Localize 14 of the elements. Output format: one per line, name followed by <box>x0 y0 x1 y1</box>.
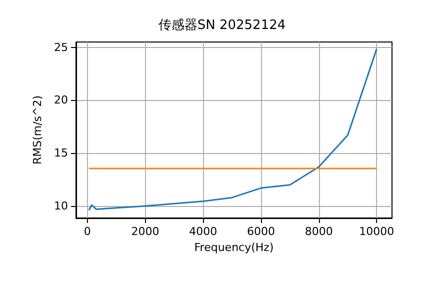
y-axis-title: RMS(m/s^2) <box>31 95 44 165</box>
x-tick-label: 4000 <box>189 225 218 238</box>
x-tick-label: 2000 <box>131 225 160 238</box>
x-tick-label: 6000 <box>246 225 275 238</box>
y-tick-label: 25 <box>54 40 68 54</box>
x-axis-title: Frequency(Hz) <box>194 240 274 254</box>
y-tick-label: 15 <box>54 146 68 160</box>
x-tick-label: 0 <box>84 225 91 238</box>
y-tick-label: 20 <box>54 94 68 107</box>
y-tick-label: 10 <box>54 200 68 213</box>
chart-title: 传感器SN 20252124 <box>158 18 286 33</box>
x-tick-label: 10000 <box>359 225 394 238</box>
line-series <box>88 48 378 212</box>
x-tick-label: 8000 <box>304 225 333 238</box>
